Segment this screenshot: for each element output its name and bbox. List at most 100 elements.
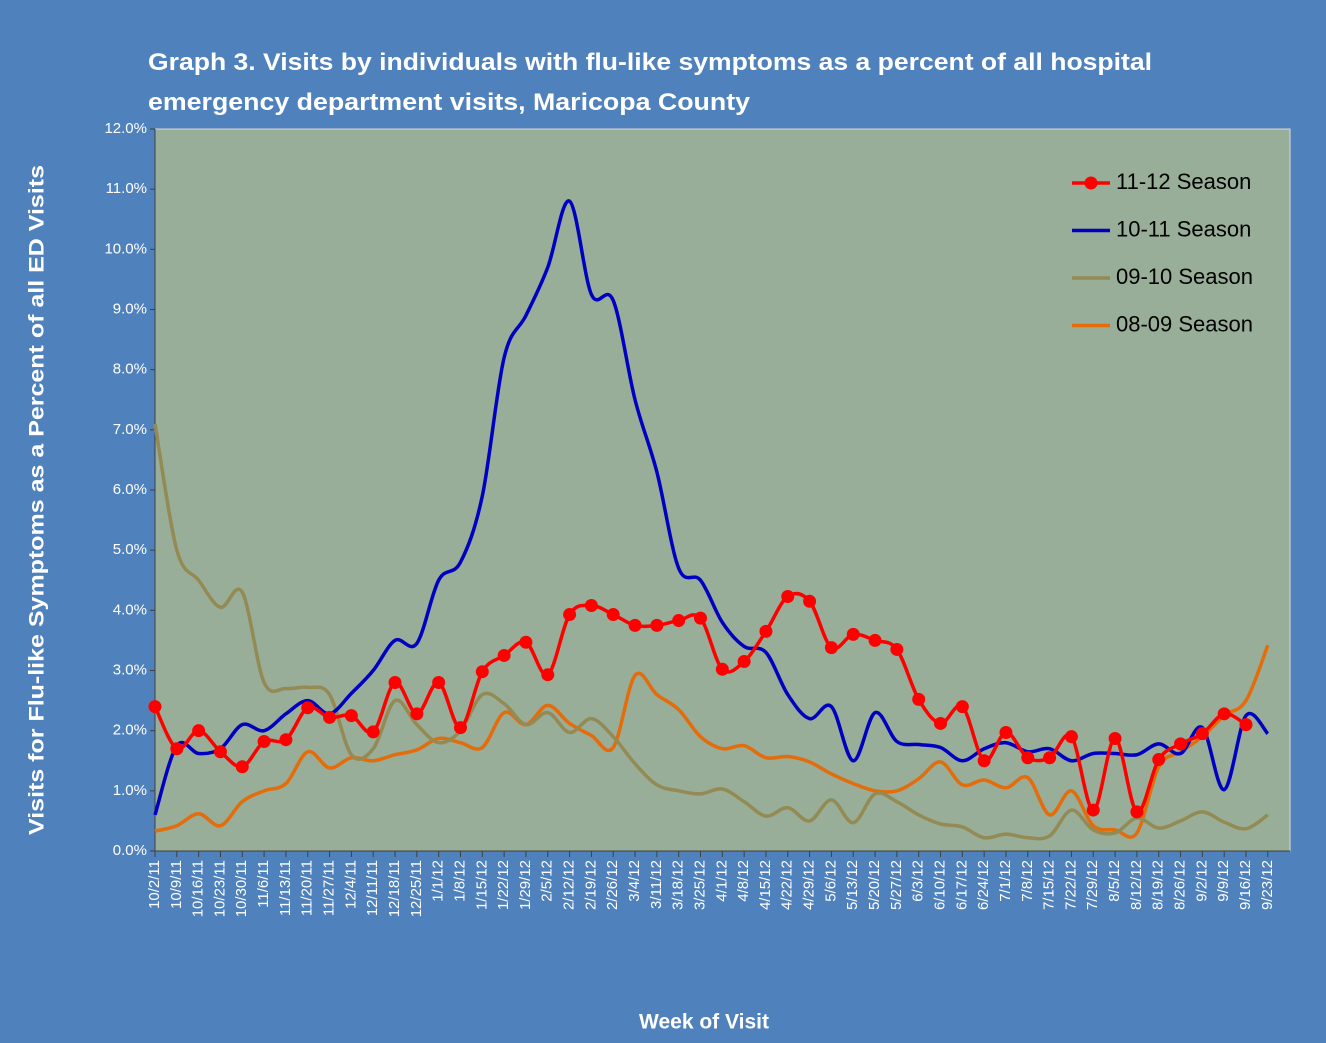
x-tick-label: 7/29/12 — [1084, 860, 1101, 910]
x-tick-label: 4/8/12 — [735, 860, 752, 902]
data-point — [715, 662, 729, 676]
y-tick-label: 6.0% — [113, 481, 147, 498]
data-point — [999, 725, 1013, 739]
y-tick-label: 11.0% — [106, 180, 147, 197]
x-tick-label: 5/27/12 — [888, 860, 905, 910]
y-tick-label: 4.0% — [113, 601, 147, 618]
data-point — [584, 599, 598, 613]
y-tick-label: 0.0% — [113, 842, 147, 859]
x-tick-label: 11/6/11 — [255, 860, 272, 908]
data-point — [1108, 731, 1122, 745]
data-point — [1217, 707, 1231, 721]
x-tick-label: 10/16/11 — [190, 860, 207, 917]
x-tick-label: 5/20/12 — [866, 860, 883, 910]
data-point — [497, 648, 511, 662]
data-point — [388, 676, 402, 690]
data-point — [519, 635, 533, 649]
data-point — [1064, 730, 1078, 744]
data-point — [672, 614, 686, 628]
x-tick-label: 9/16/12 — [1237, 860, 1254, 910]
x-tick-label: 6/3/12 — [910, 860, 927, 902]
y-tick-label: 10.0% — [104, 240, 147, 257]
data-point — [846, 627, 860, 641]
series-line — [153, 423, 1269, 841]
data-point — [912, 692, 926, 706]
legend-label: 08-09 Season — [1116, 311, 1253, 336]
x-tick-label: 10/30/11 — [233, 860, 250, 917]
x-tick-label: 12/4/11 — [342, 860, 359, 909]
data-point — [934, 716, 948, 730]
x-tick-label: 2/12/12 — [561, 860, 578, 910]
data-point — [323, 710, 337, 724]
data-point — [170, 742, 184, 756]
x-tick-label: 1/15/12 — [473, 860, 490, 910]
data-point — [475, 665, 489, 679]
x-tick-label: 9/2/12 — [1193, 860, 1210, 902]
x-tick-label: 7/1/12 — [997, 860, 1014, 902]
series-line — [153, 199, 1270, 816]
data-point — [148, 700, 162, 714]
data-point — [432, 676, 446, 690]
data-point — [1195, 727, 1209, 741]
data-point — [301, 701, 315, 715]
x-tick-label: 1/8/12 — [451, 860, 468, 902]
series-line — [154, 644, 1270, 839]
data-point — [235, 760, 249, 774]
x-tick-label: 6/10/12 — [931, 860, 948, 910]
y-tick-label: 5.0% — [113, 541, 147, 558]
x-tick-label: 3/18/12 — [670, 860, 687, 910]
data-point — [1130, 805, 1144, 819]
data-point — [955, 700, 969, 714]
x-tick-label: 5/13/12 — [844, 860, 861, 910]
x-tick-label: 9/9/12 — [1215, 860, 1232, 902]
data-point — [1021, 751, 1035, 765]
data-point — [541, 668, 555, 682]
data-point — [868, 633, 882, 647]
legend-label: 09-10 Season — [1116, 264, 1253, 289]
y-tick-label: 7.0% — [113, 421, 147, 438]
x-tick-label: 5/6/12 — [822, 860, 839, 902]
data-point — [737, 654, 751, 668]
x-tick-label: 8/19/12 — [1150, 860, 1167, 910]
x-tick-label: 8/12/12 — [1128, 860, 1145, 910]
data-point — [1152, 753, 1166, 767]
data-point — [1239, 718, 1253, 732]
x-tick-label: 4/1/12 — [713, 860, 730, 902]
x-tick-label: 2/26/12 — [604, 860, 621, 910]
x-tick-label: 12/11/11 — [364, 860, 381, 916]
data-point — [213, 745, 227, 759]
data-point — [1086, 803, 1100, 817]
legend-label: 11-12 Season — [1116, 169, 1251, 194]
data-point — [1043, 751, 1057, 765]
x-tick-label: 4/15/12 — [757, 860, 774, 910]
x-tick-label: 3/4/12 — [626, 860, 643, 902]
y-tick-label: 12.0% — [104, 120, 147, 137]
x-tick-label: 12/25/11 — [408, 860, 425, 917]
data-point — [759, 624, 773, 638]
x-tick-label: 10/2/11 — [146, 860, 163, 909]
data-point — [977, 754, 991, 768]
y-axis-title: Visits for Flu-like Symptoms as a Percen… — [26, 165, 49, 835]
x-tick-label: 1/29/12 — [517, 860, 534, 910]
x-tick-label: 4/29/12 — [801, 860, 818, 910]
x-tick-label: 7/22/12 — [1062, 860, 1079, 910]
x-tick-label: 8/26/12 — [1172, 860, 1189, 910]
data-point — [563, 608, 577, 622]
x-tick-label: 4/22/12 — [779, 860, 796, 910]
chart-title: emergency department visits, Maricopa Co… — [148, 89, 751, 116]
x-tick-label: 11/27/11 — [321, 860, 338, 916]
chart-title: Graph 3. Visits by individuals with flu-… — [148, 49, 1152, 76]
data-point — [650, 618, 664, 632]
x-tick-label: 9/23/12 — [1259, 860, 1276, 910]
x-tick-label: 3/25/12 — [691, 860, 708, 910]
data-point — [606, 608, 620, 622]
x-tick-label: 7/15/12 — [1041, 860, 1058, 910]
data-point — [366, 725, 380, 739]
x-tick-label: 8/5/12 — [1106, 860, 1123, 902]
data-point — [803, 594, 817, 608]
x-tick-label: 11/13/11 — [277, 860, 294, 916]
legend-label: 10-11 Season — [1116, 216, 1251, 241]
y-tick-label: 9.0% — [113, 300, 147, 317]
x-tick-label: 1/22/12 — [495, 860, 512, 910]
data-point — [890, 642, 904, 656]
